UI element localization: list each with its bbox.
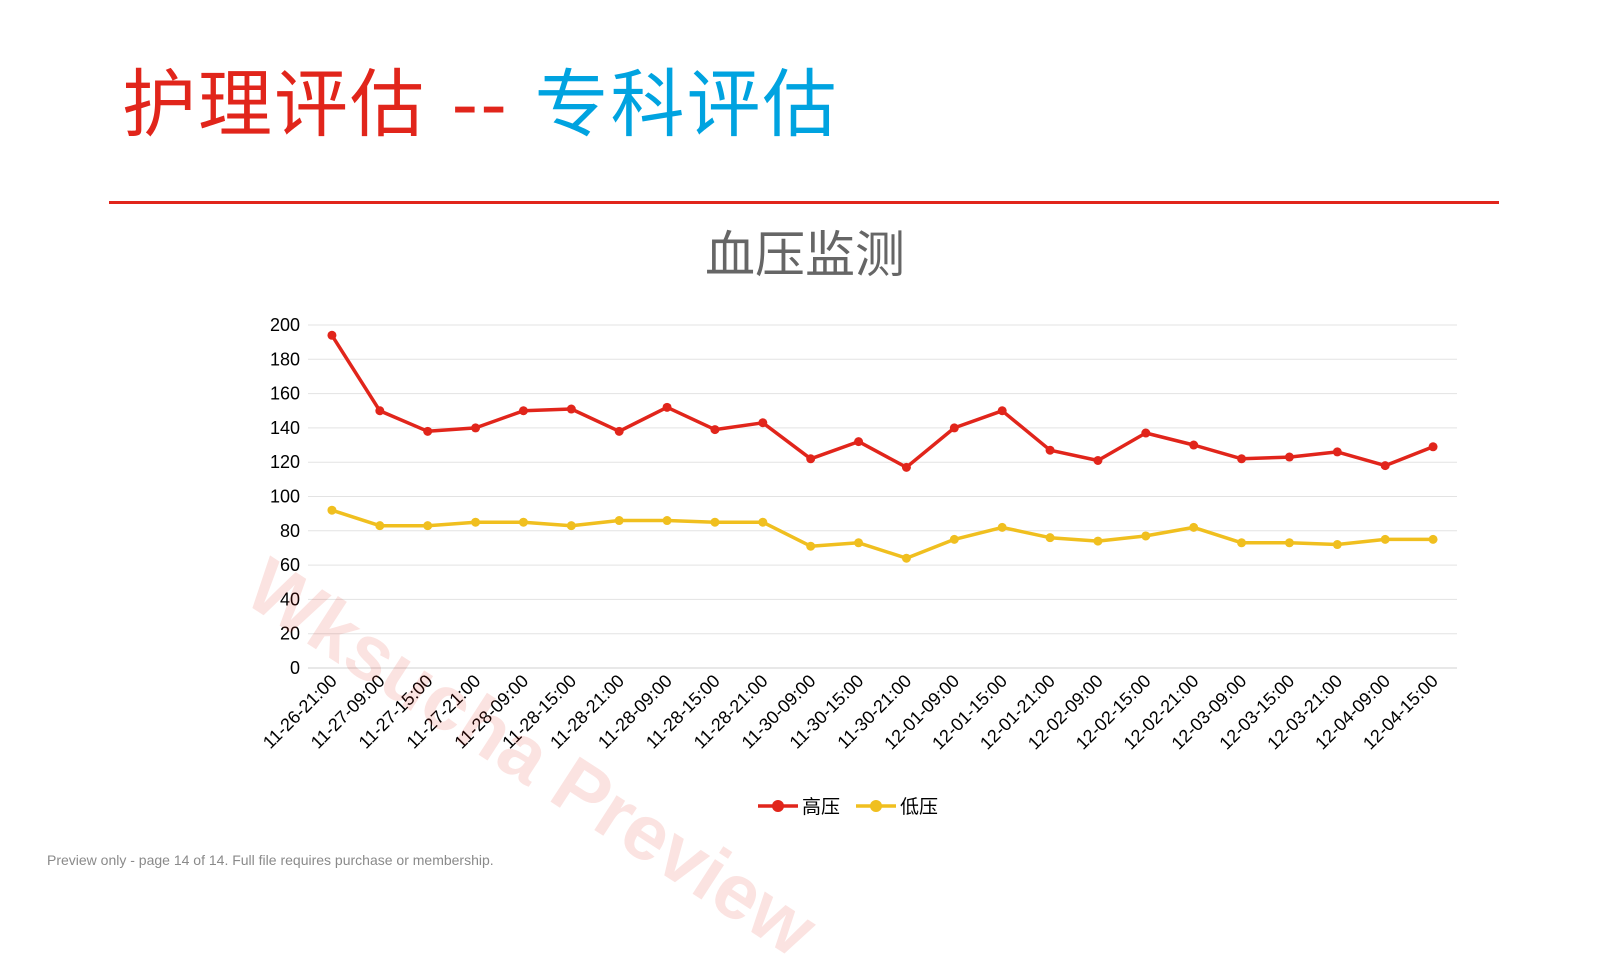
data-point: [1332, 540, 1342, 550]
data-point: [949, 534, 959, 544]
data-point: [423, 426, 433, 436]
data-point: [997, 522, 1007, 532]
y-tick-label: 180: [270, 349, 300, 369]
data-point: [518, 517, 528, 527]
y-tick-label: 40: [280, 589, 300, 609]
data-point: [1428, 442, 1438, 452]
y-tick-label: 100: [270, 487, 300, 507]
data-point: [997, 406, 1007, 416]
y-tick-label: 0: [290, 658, 300, 678]
data-point: [1428, 534, 1438, 544]
data-point: [471, 423, 481, 433]
series-line-0: [330, 333, 1435, 470]
y-tick-label: 160: [270, 384, 300, 404]
data-point: [614, 426, 624, 436]
title-divider: [109, 201, 1499, 204]
data-point: [901, 553, 911, 563]
data-point: [375, 406, 385, 416]
data-point: [327, 505, 337, 515]
y-tick-label: 80: [280, 521, 300, 541]
data-point: [1189, 522, 1199, 532]
y-tick-label: 20: [280, 624, 300, 644]
data-point: [854, 538, 864, 548]
data-point: [901, 462, 911, 472]
y-tick-label: 60: [280, 555, 300, 575]
data-point: [1380, 461, 1390, 471]
data-point: [1045, 445, 1055, 455]
data-point: [806, 454, 816, 464]
data-point: [1380, 534, 1390, 544]
slide-title-separator: --: [426, 62, 535, 148]
data-point: [662, 516, 672, 526]
data-point: [1045, 533, 1055, 543]
slide-title: 护理评估 -- 专科评估: [122, 68, 838, 142]
slide-title-main: 护理评估: [122, 62, 426, 148]
y-tick-label: 200: [270, 315, 300, 335]
legend-swatch-marker: [870, 800, 882, 812]
data-point: [1332, 447, 1342, 457]
data-point: [327, 330, 337, 340]
footer-note: Preview only - page 14 of 14. Full file …: [47, 852, 494, 868]
data-point: [949, 423, 959, 433]
data-point: [662, 402, 672, 412]
data-point: [518, 406, 528, 416]
data-point: [1284, 538, 1294, 548]
data-point: [1237, 538, 1247, 548]
series-line-1: [330, 508, 1435, 560]
data-point: [1284, 452, 1294, 462]
y-tick-label: 140: [270, 418, 300, 438]
data-point: [423, 521, 433, 531]
legend-swatch-marker: [772, 800, 784, 812]
legend-label: 高压: [802, 796, 840, 818]
data-point: [614, 516, 624, 526]
data-point: [1093, 536, 1103, 546]
data-point: [710, 425, 720, 435]
data-point: [1141, 428, 1151, 438]
data-point: [566, 521, 576, 531]
data-point: [710, 517, 720, 527]
data-point: [1141, 531, 1151, 541]
data-point: [758, 517, 768, 527]
data-point: [1237, 454, 1247, 464]
y-tick-label: 120: [270, 452, 300, 472]
data-point: [471, 517, 481, 527]
slide-title-sub: 专科评估: [534, 62, 839, 148]
data-point: [375, 521, 385, 531]
chart-title: 血压监测: [705, 226, 905, 284]
legend-label: 低压: [900, 796, 938, 818]
data-point: [854, 437, 864, 447]
blood-pressure-chart: 血压监测02040608010012014016018020011-26-21:…: [259, 226, 1457, 818]
data-point: [1189, 440, 1199, 450]
data-point: [758, 418, 768, 428]
data-point: [1093, 455, 1103, 465]
data-point: [806, 541, 816, 551]
data-point: [566, 404, 576, 414]
